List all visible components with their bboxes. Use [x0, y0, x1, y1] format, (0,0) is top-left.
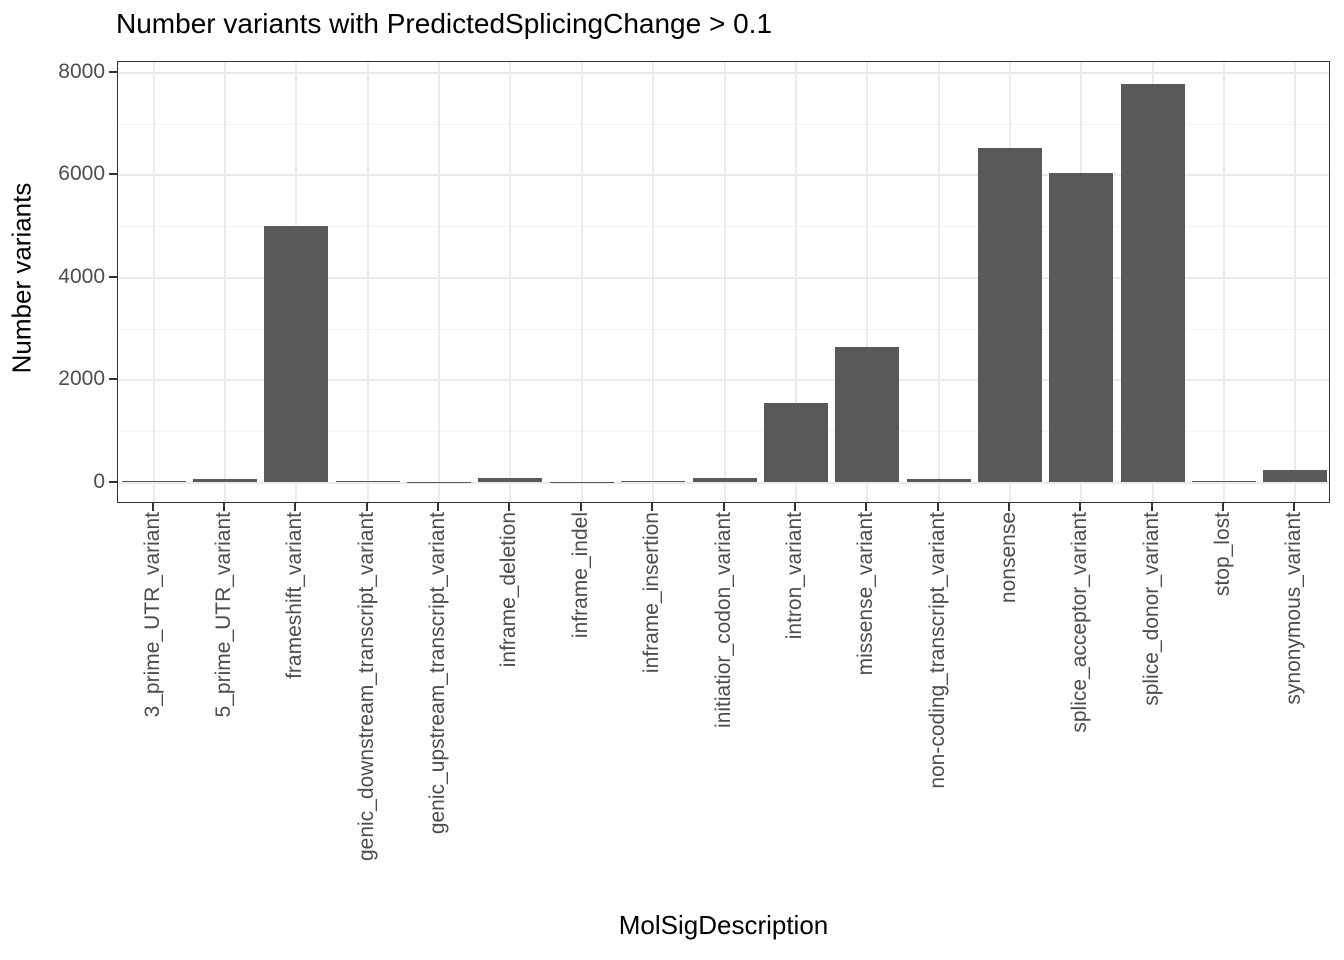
x-tick-label-slot: inframe_deletion [497, 512, 520, 667]
y-tick-label: 6000 [58, 162, 105, 186]
bar-splice_acceptor_variant [1049, 173, 1114, 483]
x-axis-tick [722, 503, 725, 511]
y-axis-tick [109, 378, 117, 381]
x-tick-label-slot: initiatior_codon_variant [712, 512, 735, 728]
gridline-major-vertical [937, 62, 940, 502]
x-tick-label: missense_variant [854, 512, 878, 676]
x-axis-tick [1221, 503, 1224, 511]
bar-nonsense [977, 148, 1042, 483]
gridline-major-vertical [723, 62, 726, 502]
y-tick-label: 0 [93, 469, 105, 493]
x-tick-label: inframe_insertion [640, 512, 664, 674]
x-tick-label-slot: splice_acceptor_variant [1068, 512, 1091, 733]
bar-inframe_insertion [621, 481, 686, 483]
x-tick-label: splice_donor_variant [1139, 512, 1163, 706]
x-axis-tick [365, 503, 368, 511]
x-axis-tick [294, 503, 297, 511]
x-tick-label-slot: synonymous_variant [1282, 512, 1305, 705]
x-tick-label-slot: splice_donor_variant [1140, 512, 1163, 706]
gridline-major-vertical [224, 62, 227, 502]
gridline-major-vertical [866, 62, 869, 502]
y-tick-label: 2000 [58, 367, 105, 391]
y-axis-title: Number variants [6, 182, 37, 374]
x-axis-tick [793, 503, 796, 511]
bar-stop_lost [1191, 480, 1256, 483]
bar-inframe_deletion [478, 477, 543, 483]
x-tick-label: splice_acceptor_variant [1068, 512, 1092, 733]
x-tick-label-slot: intron_variant [783, 512, 806, 639]
x-axis-tick [865, 503, 868, 511]
x-axis-tick [437, 503, 440, 511]
x-tick-label-slot: 3_prime_UTR_variant [141, 512, 164, 717]
bar-non-coding_transcript_variant [906, 478, 971, 483]
gridline-major-vertical [1222, 62, 1225, 502]
x-tick-label-slot: genic_downstream_transcript_variant [355, 512, 378, 861]
x-axis-tick [1293, 503, 1296, 511]
x-tick-label-slot: genic_upstream_transcript_variant [426, 512, 449, 834]
x-tick-label: nonsense [996, 512, 1020, 604]
bar-initiatior_codon_variant [692, 478, 757, 483]
gridline-major-vertical [652, 62, 655, 502]
y-axis-tick [109, 480, 117, 483]
x-tick-label-slot: 5_prime_UTR_variant [212, 512, 235, 717]
x-axis-tick [1079, 503, 1082, 511]
gridline-major-vertical [794, 62, 797, 502]
x-axis-tick [651, 503, 654, 511]
x-axis-tick [936, 503, 939, 511]
x-tick-label-slot: non-coding_transcript_variant [926, 512, 949, 789]
bar-intron_variant [763, 402, 828, 483]
x-tick-label: frameshift_variant [283, 512, 307, 679]
x-tick-label: stop_lost [1210, 512, 1234, 597]
gridline-major-vertical [509, 62, 512, 502]
x-axis-tick [1007, 503, 1010, 511]
x-tick-label: inframe_indel [568, 512, 592, 639]
gridline-major-vertical [580, 62, 583, 502]
y-axis-tick [109, 70, 117, 73]
x-axis-tick [151, 503, 154, 511]
x-axis-tick [508, 503, 511, 511]
gridline-major-vertical [152, 62, 155, 502]
x-axis-title: MolSigDescription [618, 910, 829, 940]
gridline-major-vertical [1294, 62, 1297, 502]
gridline-major-vertical [366, 62, 369, 502]
bar-splice_donor_variant [1120, 83, 1185, 483]
x-tick-label-slot: inframe_insertion [640, 512, 663, 673]
bar-synonymous_variant [1263, 470, 1328, 483]
bar-inframe_indel [549, 481, 614, 483]
chart-title: Number variants with PredictedSplicingCh… [116, 8, 773, 39]
x-tick-label-slot: inframe_indel [569, 512, 592, 638]
x-tick-label: synonymous_variant [1282, 512, 1306, 705]
y-tick-label: 8000 [58, 59, 105, 83]
x-tick-label: intron_variant [782, 512, 806, 640]
bar-genic_downstream_transcript_variant [335, 481, 400, 483]
x-tick-label: 5_prime_UTR_variant [212, 512, 236, 718]
bar-missense_variant [835, 346, 900, 483]
x-tick-label: 3_prime_UTR_variant [140, 512, 164, 718]
x-tick-label: genic_downstream_transcript_variant [354, 512, 378, 862]
y-axis-tick [109, 173, 117, 176]
y-tick-label: 4000 [58, 264, 105, 288]
x-tick-label-slot: missense_variant [854, 512, 877, 675]
x-tick-label: genic_upstream_transcript_variant [426, 512, 450, 835]
x-axis-tick [579, 503, 582, 511]
x-tick-label: inframe_deletion [497, 512, 521, 668]
x-tick-label-slot: frameshift_variant [283, 512, 306, 679]
x-tick-label-slot: stop_lost [1211, 512, 1234, 596]
x-tick-label: initiatior_codon_variant [711, 512, 735, 728]
bar-genic_upstream_transcript_variant [407, 481, 472, 483]
x-tick-label-slot: nonsense [997, 512, 1020, 603]
bar-3_prime_UTR_variant [121, 480, 186, 483]
bar-frameshift_variant [264, 225, 329, 483]
plot-panel [117, 61, 1330, 503]
x-axis-tick [1150, 503, 1153, 511]
x-axis-tick [223, 503, 226, 511]
bar-5_prime_UTR_variant [193, 479, 258, 483]
gridline-major-vertical [438, 62, 441, 502]
y-axis-tick [109, 275, 117, 278]
x-tick-label: non-coding_transcript_variant [925, 512, 949, 789]
